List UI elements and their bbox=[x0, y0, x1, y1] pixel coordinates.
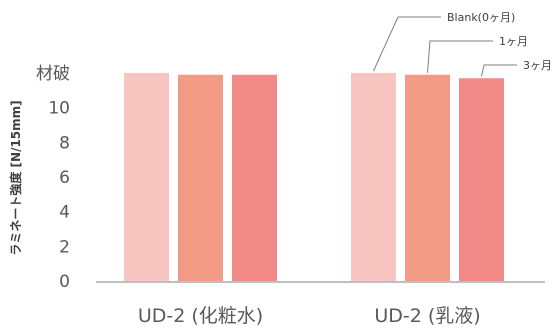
legend-leader-line bbox=[481, 64, 517, 77]
bar bbox=[405, 74, 450, 281]
y-tick-label: 0 bbox=[59, 272, 70, 292]
bar bbox=[232, 74, 277, 281]
y-tick-label: 2 bbox=[59, 237, 70, 257]
bar bbox=[351, 73, 396, 281]
legend-leader-line bbox=[373, 16, 441, 72]
y-tick-label: 8 bbox=[59, 133, 70, 153]
legend-label: 3ヶ月 bbox=[523, 59, 552, 72]
bar bbox=[459, 78, 504, 281]
legend-callouts: Blank(0ヶ月) 1ヶ月 3ヶ月 bbox=[373, 11, 552, 77]
y-tick-label: 材破 bbox=[36, 64, 70, 84]
y-tick-label: 6 bbox=[59, 168, 70, 188]
y-tick-label: 10 bbox=[48, 99, 70, 119]
category-label: UD-2 (乳液) bbox=[374, 305, 480, 327]
bar bbox=[178, 74, 223, 281]
category-labels: UD-2 (化粧水) UD-2 (乳液) bbox=[138, 305, 481, 327]
y-tick-label: 4 bbox=[59, 203, 70, 223]
bars bbox=[124, 73, 504, 281]
legend-leader-line bbox=[427, 40, 493, 73]
legend-label: Blank(0ヶ月) bbox=[447, 11, 515, 24]
category-label: UD-2 (化粧水) bbox=[138, 305, 263, 327]
y-axis-ticks: 0 2 4 6 8 10 材破 bbox=[36, 64, 70, 292]
bar bbox=[124, 73, 169, 281]
y-axis-label: ラミネート強度 [N/15mm] bbox=[8, 100, 23, 255]
legend-label: 1ヶ月 bbox=[499, 35, 528, 48]
